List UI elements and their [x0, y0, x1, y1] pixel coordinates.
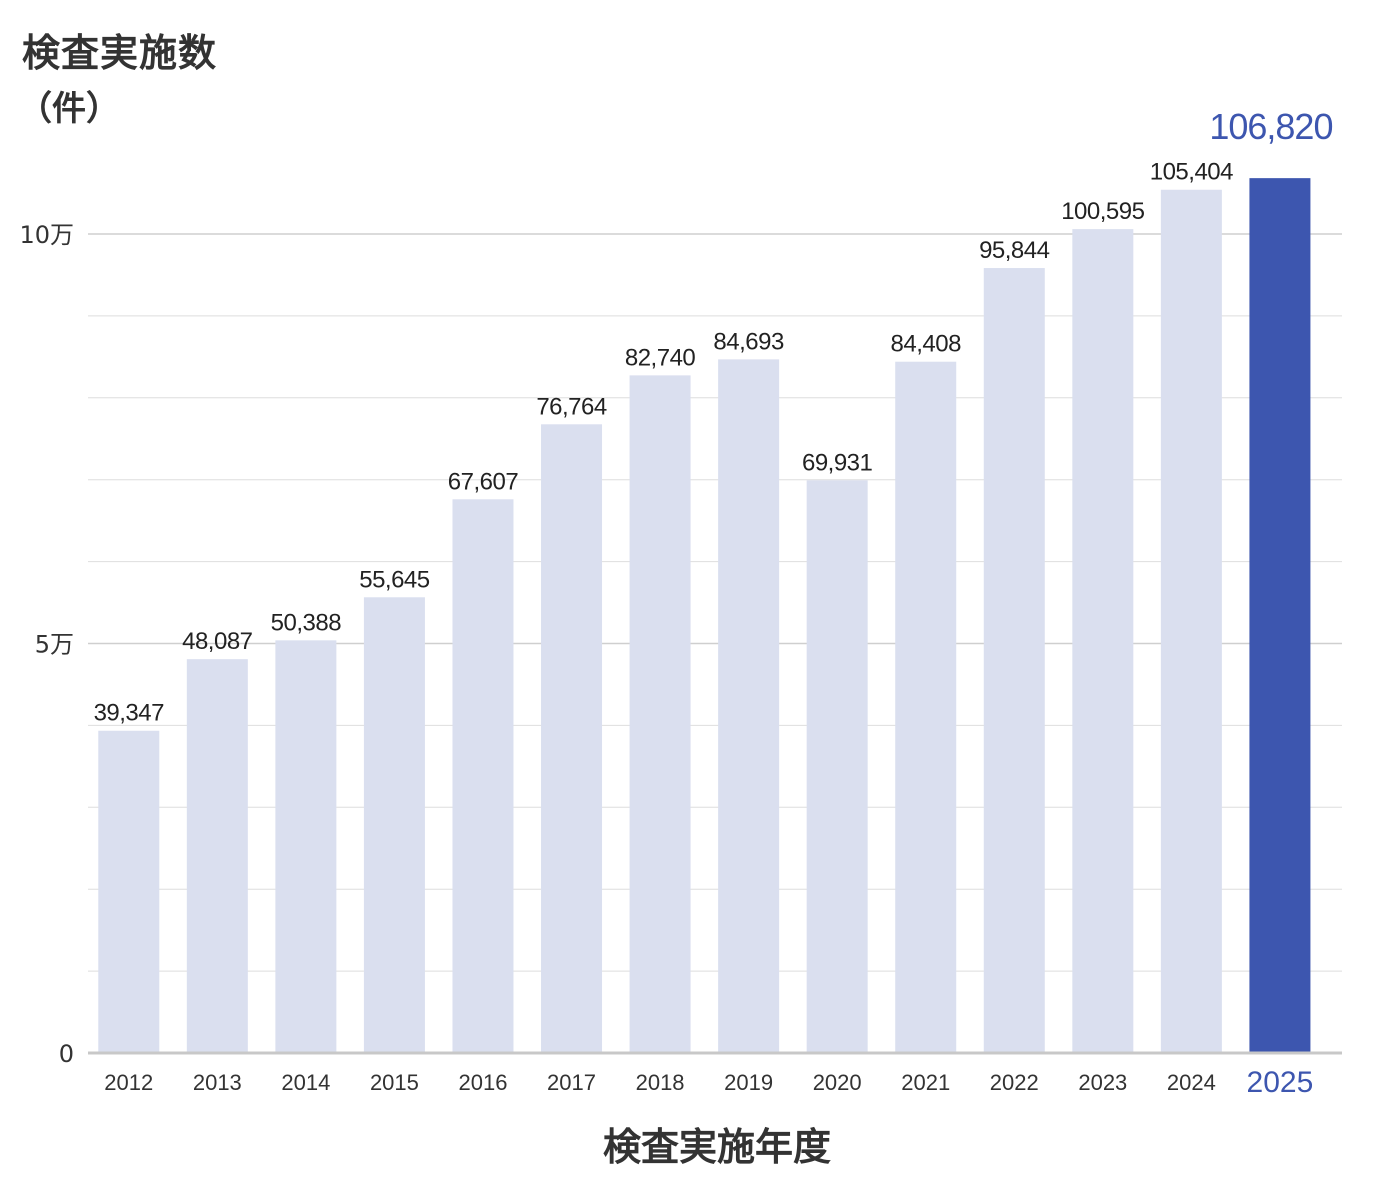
bar — [983, 268, 1045, 1054]
y-axis-unit: （件） — [18, 89, 120, 129]
data-label: 48,087 — [182, 628, 253, 655]
data-label: 76,764 — [536, 393, 607, 420]
x-tick-label: 2014 — [281, 1070, 330, 1095]
x-tick-label: 2012 — [104, 1070, 153, 1095]
x-tick-label: 2025 — [1247, 1066, 1314, 1099]
x-tick-label: 2016 — [458, 1070, 507, 1095]
y-tick-label: 0 — [59, 1040, 74, 1068]
data-label: 100,595 — [1061, 198, 1144, 225]
data-label: 55,645 — [359, 566, 430, 593]
bar — [718, 359, 780, 1053]
bar — [541, 424, 603, 1053]
x-tick-label: 2015 — [370, 1070, 419, 1095]
data-label: 50,388 — [271, 609, 342, 636]
x-tick-label: 2019 — [724, 1070, 773, 1095]
y-tick-label: 5万 — [35, 631, 74, 659]
bar — [1072, 229, 1134, 1053]
bar — [98, 730, 160, 1053]
data-label: 84,408 — [891, 331, 962, 358]
x-tick-label: 2017 — [547, 1070, 596, 1095]
y-tick-label: 10万 — [19, 221, 74, 249]
x-axis-title: 検査実施年度 — [602, 1125, 831, 1169]
x-tick-label: 2024 — [1167, 1070, 1216, 1095]
data-label: 84,693 — [713, 328, 784, 355]
data-label: 67,607 — [448, 468, 519, 495]
x-tick-label: 2022 — [990, 1070, 1039, 1095]
bar — [452, 499, 514, 1053]
x-tick-label: 2021 — [901, 1070, 950, 1095]
y-axis-title: 検査実施数 — [22, 31, 218, 75]
bar — [275, 640, 337, 1053]
data-label: 69,931 — [802, 449, 873, 476]
data-label: 106,820 — [1209, 106, 1332, 147]
data-label: 105,404 — [1150, 159, 1233, 186]
data-label: 39,347 — [94, 700, 165, 727]
bar — [895, 361, 957, 1053]
bar — [186, 659, 248, 1053]
bar-highlight — [1249, 178, 1311, 1054]
x-tick-label: 2018 — [636, 1070, 685, 1095]
x-tick-label: 2020 — [813, 1070, 862, 1095]
data-label: 95,844 — [979, 237, 1050, 264]
x-tick-label: 2023 — [1078, 1070, 1127, 1095]
x-tick-label: 2013 — [193, 1070, 242, 1095]
bar — [806, 480, 868, 1053]
data-label: 82,740 — [625, 344, 696, 371]
bar — [1160, 189, 1222, 1054]
bar — [629, 375, 691, 1054]
bar — [363, 597, 425, 1053]
